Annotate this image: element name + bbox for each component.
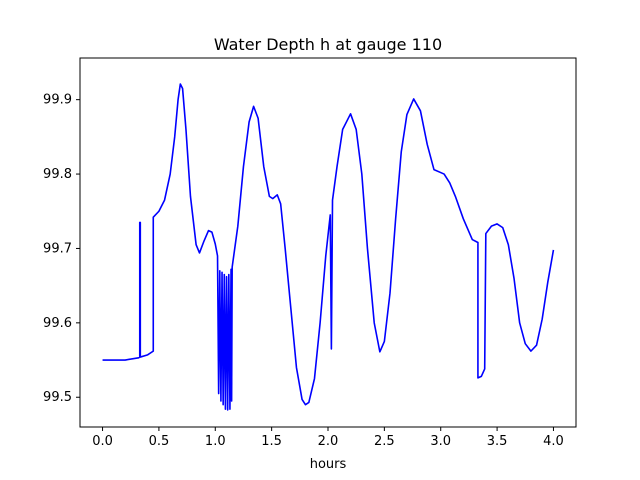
x-tick-label: 3.5: [487, 434, 508, 449]
y-tick-label: 99.5: [43, 390, 72, 405]
x-axis: 0.0 0.5 1.0 1.5 2.0 2.5 3.0 3.5 4.0: [92, 427, 564, 449]
x-tick-label: 3.0: [430, 434, 451, 449]
x-tick-label: 2.0: [318, 434, 339, 449]
chart-title: Water Depth h at gauge 110: [214, 35, 442, 54]
plot-area: [79, 57, 577, 428]
y-tick-label: 99.6: [43, 316, 72, 331]
x-axis-label: hours: [310, 457, 347, 472]
x-tick-label: 0.0: [92, 434, 113, 449]
x-tick-label: 0.5: [149, 434, 170, 449]
x-tick-label: 2.5: [374, 434, 395, 449]
y-tick-label: 99.9: [43, 93, 72, 108]
y-axis: 99.5 99.6 99.7 99.8 99.9: [43, 93, 80, 405]
x-tick-label: 1.0: [205, 434, 226, 449]
x-tick-label: 1.5: [261, 434, 282, 449]
series-line-0: [102, 83, 555, 411]
x-tick-label: 4.0: [543, 434, 564, 449]
y-tick-label: 99.7: [43, 241, 72, 256]
y-tick-label: 99.8: [43, 167, 72, 182]
